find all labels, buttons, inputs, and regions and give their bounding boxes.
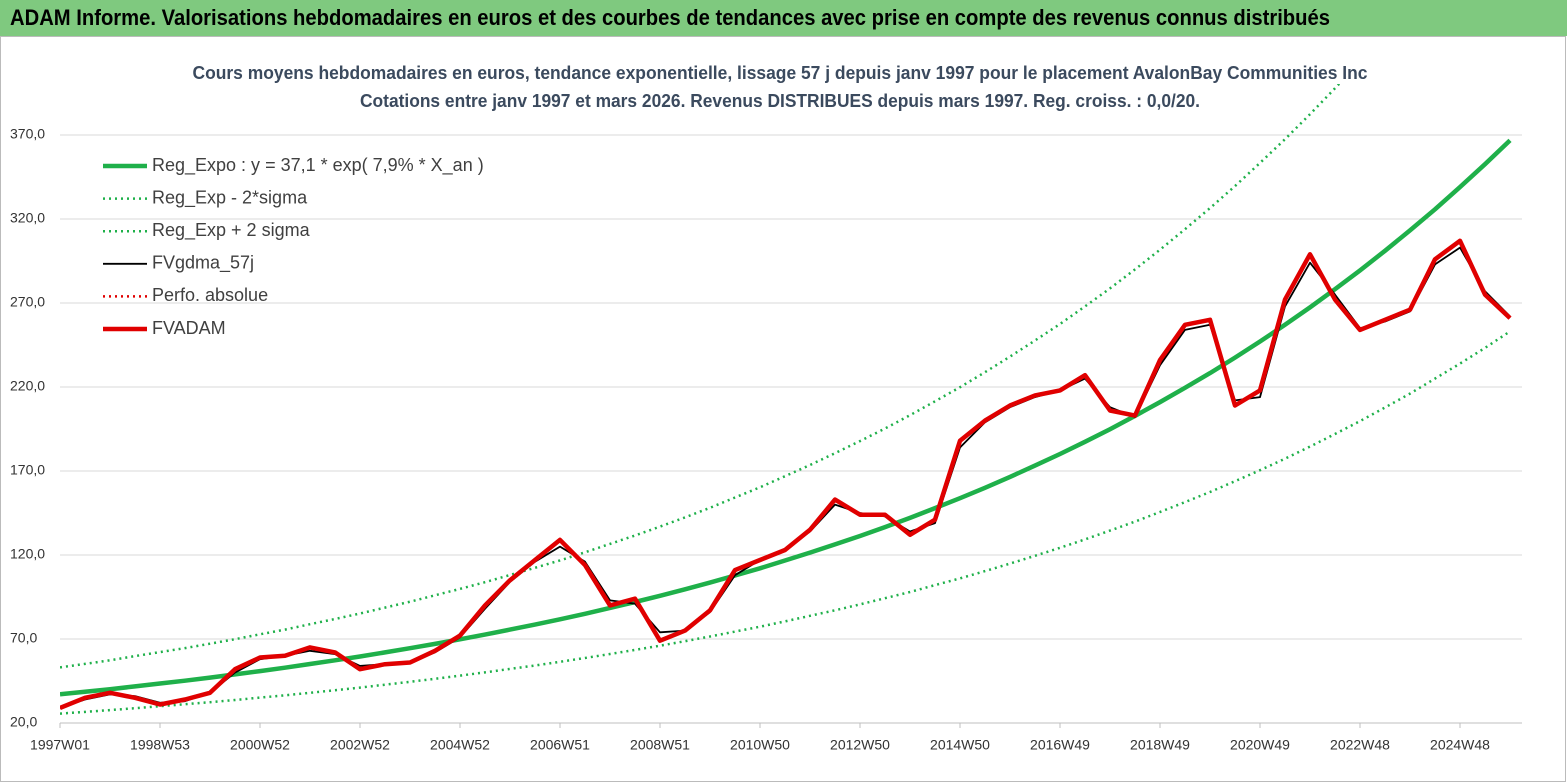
y-tick-label: 70,0	[10, 630, 37, 646]
y-tick-label: 20,0	[10, 714, 37, 730]
legend-label: FVgdma_57j	[152, 253, 254, 274]
header-title: ADAM Informe. Valorisations hebdomadaire…	[10, 5, 1330, 30]
legend-label: FVADAM	[152, 318, 226, 338]
x-tick-label: 2024W48	[1430, 737, 1490, 753]
x-tick-label: 2022W48	[1330, 737, 1390, 753]
x-tick-label: 2006W51	[530, 737, 590, 753]
x-tick-label: 2018W49	[1130, 737, 1190, 753]
x-tick-label: 1998W53	[130, 737, 190, 753]
series-line	[60, 239, 1511, 710]
x-tick-label: 2012W50	[830, 737, 890, 753]
x-tick-label: 2008W51	[630, 737, 690, 753]
y-tick-label: 170,0	[10, 462, 45, 478]
x-tick-label: 2000W52	[230, 737, 290, 753]
frame	[0, 36, 1566, 782]
y-tick-label: 270,0	[10, 294, 45, 310]
chart-title: Cours moyens hebdomadaires en euros, ten…	[193, 63, 1368, 83]
x-tick-label: 2010W50	[730, 737, 790, 753]
legend-label: Perfo. absolue	[152, 285, 268, 305]
series-line	[60, 238, 1512, 710]
x-tick-label: 2016W49	[1030, 737, 1090, 753]
y-tick-label: 220,0	[10, 378, 45, 394]
y-tick-label: 320,0	[10, 210, 45, 226]
x-tick-label: 2020W49	[1230, 737, 1290, 753]
y-tick-label: 120,0	[10, 546, 45, 562]
x-tick-label: 2004W52	[430, 737, 490, 753]
legend-label: Reg_Exp - 2*sigma	[152, 187, 308, 208]
x-tick-label: 1997W01	[30, 737, 90, 753]
header-bar	[0, 0, 1567, 36]
chart-subtitle: Cotations entre janv 1997 et mars 2026. …	[360, 91, 1200, 111]
x-tick-label: 2014W50	[930, 737, 990, 753]
y-tick-label: 370,0	[10, 126, 45, 142]
legend-label: Reg_Exp + 2 sigma	[152, 220, 311, 241]
x-tick-label: 2002W52	[330, 737, 390, 753]
series-line	[60, 138, 1512, 697]
legend-label: Reg_Expo : y = 37,1 * exp( 7,9% * X_an )	[152, 155, 484, 176]
